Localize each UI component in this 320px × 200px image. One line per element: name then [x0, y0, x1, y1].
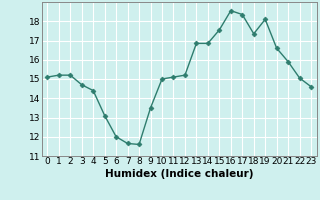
- X-axis label: Humidex (Indice chaleur): Humidex (Indice chaleur): [105, 169, 253, 179]
